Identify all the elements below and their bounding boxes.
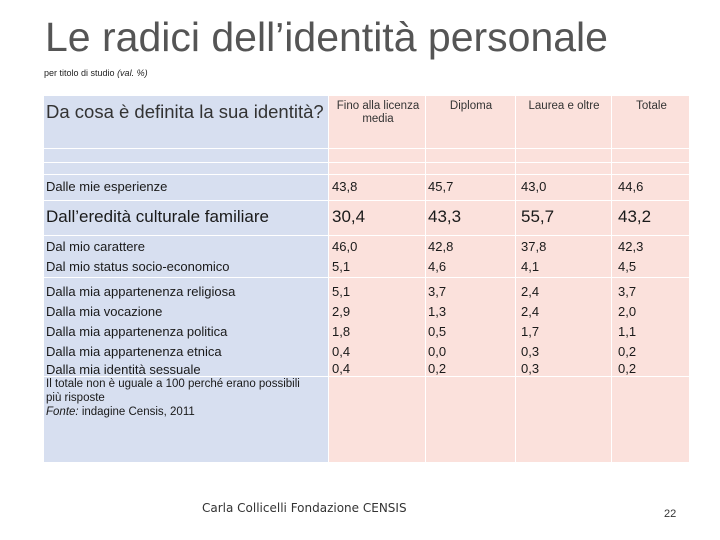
table-cell: 37,8 — [521, 239, 547, 254]
table-cell: 44,6 — [618, 179, 644, 194]
row-divider — [44, 376, 689, 377]
slide-subtitle: per titolo di studio (val. %) — [44, 68, 148, 78]
table-value-columns — [329, 96, 689, 462]
table-cell: 2,0 — [618, 304, 637, 319]
table-cell: 43,2 — [618, 207, 652, 226]
row-divider — [44, 162, 689, 163]
table-cell: 42,8 — [428, 239, 454, 254]
table-row-label: Dal mio status socio-economico — [46, 259, 230, 274]
column-divider — [328, 96, 329, 462]
column-header-licenza-media: Fino alla licenza media — [336, 100, 420, 125]
table-cell: 1,3 — [428, 304, 447, 319]
table-cell: 43,0 — [521, 179, 547, 194]
column-divider — [611, 96, 612, 462]
table-cell: 3,7 — [618, 284, 637, 299]
table-cell: 55,7 — [521, 207, 555, 226]
table-cell: 43,3 — [428, 207, 462, 226]
table-row-label: Dalle mie esperienze — [46, 179, 168, 194]
row-divider — [44, 200, 689, 201]
column-header-laurea: Laurea e oltre — [528, 100, 600, 112]
table-label-column — [44, 96, 328, 462]
table-cell: 46,0 — [332, 239, 358, 254]
slide-title: Le radici dell’identità personale — [45, 14, 608, 60]
table-cell: 2,4 — [521, 284, 540, 299]
table-cell: 3,7 — [428, 284, 447, 299]
table-cell: 4,1 — [521, 259, 540, 274]
table-row-label: Dalla mia appartenenza etnica — [46, 344, 222, 359]
footnote-text: Il totale non è uguale a 100 perché eran… — [46, 378, 300, 404]
table-cell: 4,5 — [618, 259, 637, 274]
table-cell: 4,6 — [428, 259, 447, 274]
column-divider — [425, 96, 426, 462]
subtitle-main: per titolo di studio — [44, 68, 115, 78]
table-cell: 0,3 — [521, 344, 540, 359]
row-divider — [44, 148, 689, 149]
table-row-label: Dal mio carattere — [46, 239, 145, 254]
column-header-diploma: Diploma — [449, 100, 493, 112]
slide-footer: Carla Collicelli Fondazione CENSIS — [202, 501, 407, 515]
row-divider — [44, 235, 689, 236]
table-cell: 42,3 — [618, 239, 644, 254]
table-row-label: Dalla mia vocazione — [46, 304, 163, 319]
table-cell: 0,2 — [428, 361, 447, 376]
page-number: 22 — [664, 508, 677, 520]
table-cell: 0,5 — [428, 324, 447, 339]
table-cell: 2,9 — [332, 304, 351, 319]
table-cell: 5,1 — [332, 259, 351, 274]
row-divider — [44, 174, 689, 175]
table-row-label: Dall’eredità culturale familiare — [46, 207, 269, 226]
table-row-label: Dalla mia identità sessuale — [46, 362, 201, 377]
table-cell: 0,2 — [618, 344, 637, 359]
table-cell: 5,1 — [332, 284, 351, 299]
table-cell: 0,3 — [521, 361, 540, 376]
table-row-label: Dalla mia appartenenza politica — [46, 324, 228, 339]
source-text: indagine Censis, 2011 — [81, 406, 195, 418]
subtitle-unit: (val. %) — [117, 68, 148, 78]
table-footnote: Il totale non è uguale a 100 perché eran… — [46, 377, 316, 419]
table-question-header: Da cosa è definita la sua identità? — [46, 101, 324, 122]
source-label: Fonte: — [46, 406, 79, 418]
table-row-label: Dalla mia appartenenza religiosa — [46, 284, 236, 299]
table-cell: 0,0 — [428, 344, 447, 359]
table-cell: 1,1 — [618, 324, 637, 339]
table-cell: 45,7 — [428, 179, 454, 194]
table-cell: 0,2 — [618, 361, 637, 376]
table-cell: 43,8 — [332, 179, 358, 194]
column-header-totale: Totale — [636, 100, 667, 112]
table-cell: 30,4 — [332, 207, 366, 226]
table-cell: 1,8 — [332, 324, 351, 339]
table-cell: 1,7 — [521, 324, 540, 339]
column-divider — [515, 96, 516, 462]
table-cell: 2,4 — [521, 304, 540, 319]
table-cell: 0,4 — [332, 361, 351, 376]
row-divider — [44, 277, 689, 278]
table-cell: 0,4 — [332, 344, 351, 359]
